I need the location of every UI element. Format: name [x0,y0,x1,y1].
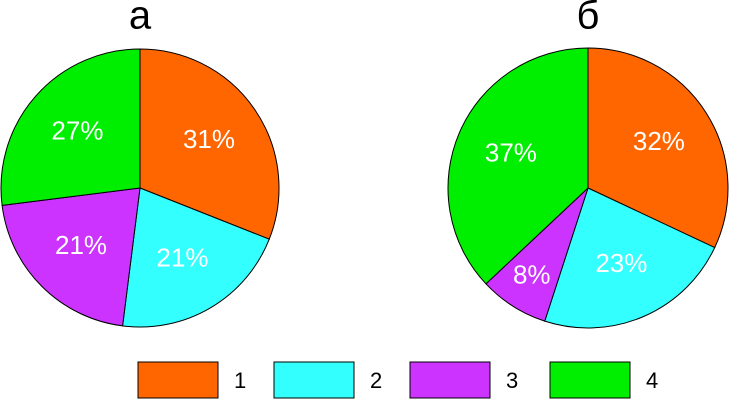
pie-slice [139,48,280,240]
pie-slice [1,187,141,327]
pie-slice [122,187,270,328]
value-label: 37% [485,138,537,168]
pie-slice [0,48,141,206]
legend-label: 1 [234,368,246,393]
chart-title: б [577,0,600,38]
chart-title: а [129,0,152,38]
legend-swatch [549,361,631,399]
value-label: 32% [633,126,685,156]
legend-swatch [409,361,491,399]
legend-label: 3 [506,368,518,393]
legend-label: 2 [370,368,382,393]
value-label: 21% [156,243,208,273]
value-label: 8% [513,260,551,290]
value-label: 27% [51,116,103,146]
legend-label: 4 [646,368,658,393]
legend-swatch [273,361,355,399]
pie-slice [587,47,729,249]
pie-slice [447,47,589,285]
pie-slice [544,187,716,329]
value-label: 23% [595,248,647,278]
legend-swatch [137,361,219,399]
value-label: 31% [183,124,235,154]
value-label: 21% [55,230,107,260]
